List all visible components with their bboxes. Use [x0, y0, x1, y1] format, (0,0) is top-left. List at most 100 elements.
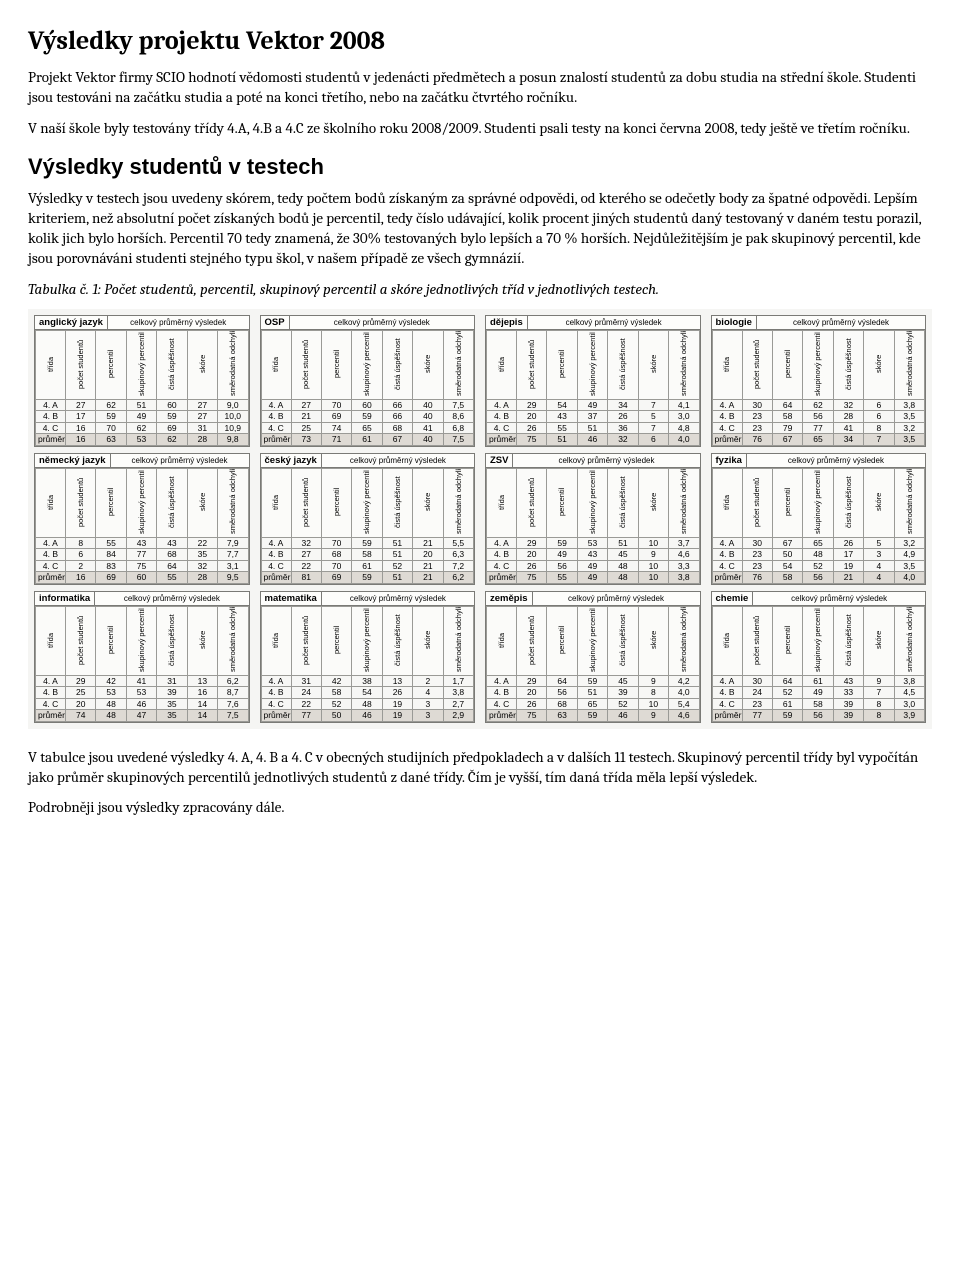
col-header: percentil: [96, 469, 126, 538]
cell: 77: [742, 710, 772, 722]
cell: 4,1: [669, 399, 699, 411]
mini-table: zeměpiscelkový průměrný výsledektřídapoč…: [485, 591, 701, 723]
cell: 69: [157, 422, 187, 434]
cell: 26: [517, 560, 547, 572]
cell: 35: [157, 710, 187, 722]
cell: 4. B: [487, 549, 517, 561]
cell: 6,3: [443, 549, 473, 561]
table-row-avg: průměr7551463264,0: [487, 434, 700, 446]
cell: průměr: [36, 710, 66, 722]
cell: 56: [547, 560, 577, 572]
cell: 5: [638, 411, 668, 423]
subject-label: německý jazyk: [35, 454, 111, 468]
col-caption: celkový průměrný výsledek: [747, 455, 925, 467]
cell: 46: [352, 710, 382, 722]
cell: 56: [803, 411, 833, 423]
cell: 59: [352, 411, 382, 423]
cell: 22: [291, 698, 321, 710]
cell: 65: [352, 422, 382, 434]
col-header: směrodatná odchylka skóre: [443, 607, 473, 676]
col-header: počet studentů: [742, 331, 772, 400]
cell: 9: [638, 710, 668, 722]
cell: 64: [547, 675, 577, 687]
cell: 58: [772, 411, 802, 423]
col-header: třída: [261, 607, 291, 676]
cell: 62: [126, 422, 156, 434]
cell: 30: [742, 537, 772, 549]
col-header: skóre: [413, 607, 443, 676]
cell: 4. A: [36, 399, 66, 411]
cell: 26: [382, 687, 412, 699]
cell: 51: [126, 399, 156, 411]
col-header: počet studentů: [742, 469, 772, 538]
cell: 52: [772, 687, 802, 699]
cell: 69: [321, 411, 351, 423]
col-caption: celkový průměrný výsledek: [322, 455, 474, 467]
table-row: 4. A27625160279,0: [36, 399, 249, 411]
cell: 61: [352, 560, 382, 572]
cell: 65: [803, 537, 833, 549]
col-header: skóre: [864, 331, 894, 400]
col-header: směrodatná odchylka skóre: [894, 469, 924, 538]
cell: 14: [187, 698, 217, 710]
cell: 83: [96, 560, 126, 572]
table-row: 4. A2954493474,1: [487, 399, 700, 411]
cell: 48: [352, 698, 382, 710]
cell: 51: [547, 434, 577, 446]
cell: 20: [517, 411, 547, 423]
cell: průměr: [261, 710, 291, 722]
cell: 74: [321, 422, 351, 434]
cell: 4,8: [669, 422, 699, 434]
col-header: skupinový percentil: [577, 607, 607, 676]
cell: 3,7: [669, 537, 699, 549]
cell: 59: [772, 710, 802, 722]
table-row: 4. A29595351103,7: [487, 537, 700, 549]
cell: 48: [608, 572, 638, 584]
cell: 64: [157, 560, 187, 572]
mini-table: dějepiscelkový průměrný výsledektřídapoč…: [485, 315, 701, 447]
cell: 19: [382, 698, 412, 710]
col-header: třída: [36, 469, 66, 538]
mini-table: informatikacelkový průměrný výsledektříd…: [34, 591, 250, 723]
cell: 5,4: [669, 698, 699, 710]
col-header: směrodatná odchylka skóre: [669, 331, 699, 400]
cell: 16: [66, 422, 96, 434]
cell: 38: [352, 675, 382, 687]
cell: 64: [772, 675, 802, 687]
cell: 49: [577, 399, 607, 411]
col-header: skupinový percentil: [352, 607, 382, 676]
cell: 10: [638, 537, 668, 549]
cell: 31: [291, 675, 321, 687]
cell: 36: [608, 422, 638, 434]
cell: 27: [291, 549, 321, 561]
cell: 43: [126, 537, 156, 549]
col-header: směrodatná odchylka skóre: [669, 607, 699, 676]
cell: 7,7: [218, 549, 248, 561]
cell: 51: [577, 422, 607, 434]
col-header: třída: [487, 331, 517, 400]
cell: 8,7: [218, 687, 248, 699]
cell: 19: [833, 560, 863, 572]
cell: 4. C: [36, 698, 66, 710]
cell: 21: [413, 537, 443, 549]
subject-label: dějepis: [486, 316, 528, 330]
cell: 69: [321, 572, 351, 584]
table-row: 4. A8554343227,9: [36, 537, 249, 549]
cell: 29: [66, 675, 96, 687]
cell: průměr: [36, 434, 66, 446]
table-row: 4. C2361583983,0: [712, 698, 925, 710]
col-header: skupinový percentil: [803, 469, 833, 538]
col-header: čistá úspěšnost: [382, 331, 412, 400]
cell: 52: [382, 560, 412, 572]
subject-label: matematika: [261, 592, 322, 606]
cell: 28: [833, 411, 863, 423]
cell: průměr: [487, 710, 517, 722]
cell: 16: [66, 434, 96, 446]
table-row: 4. A29424131136,2: [36, 675, 249, 687]
col-header: skóre: [638, 469, 668, 538]
col-caption: celkový průměrný výsledek: [753, 593, 925, 605]
cell: 3,8: [894, 399, 924, 411]
col-header: čistá úspěšnost: [833, 607, 863, 676]
cell: 24: [291, 687, 321, 699]
col-header: počet studentů: [291, 331, 321, 400]
